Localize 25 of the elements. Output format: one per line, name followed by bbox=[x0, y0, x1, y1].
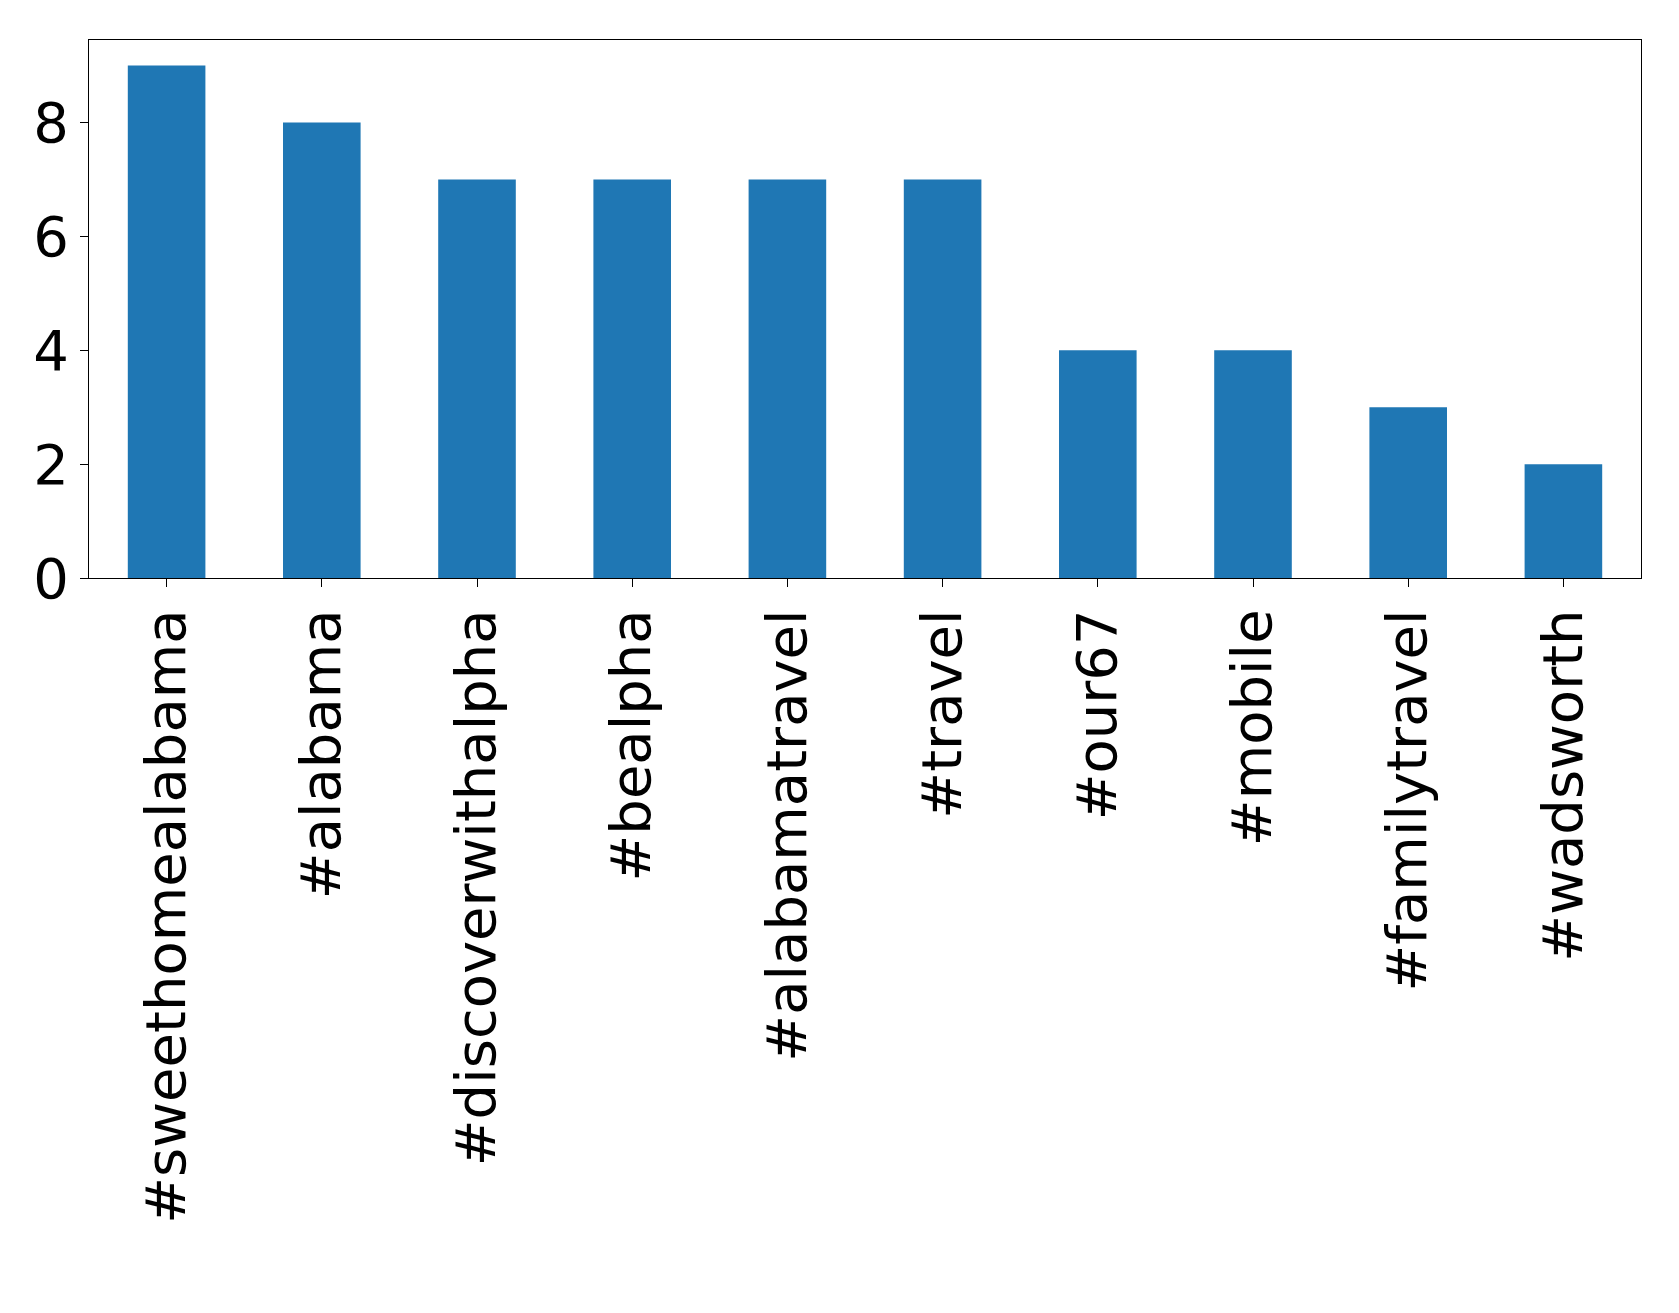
x-tick-label: #familytravel bbox=[1374, 609, 1440, 992]
x-tick-label: #wadsworth bbox=[1529, 609, 1595, 962]
y-tick-label: 6 bbox=[33, 204, 69, 270]
bar bbox=[1059, 350, 1137, 578]
bar bbox=[438, 179, 516, 578]
bar bbox=[593, 179, 671, 578]
y-tick-label: 8 bbox=[33, 90, 69, 156]
x-tick-label: #bealpha bbox=[598, 609, 664, 882]
x-tick-label: #mobile bbox=[1219, 609, 1285, 847]
x-tick-label: #alabamatravel bbox=[753, 609, 819, 1062]
x-tick-label: #discoverwithalpha bbox=[443, 609, 509, 1167]
bar bbox=[127, 65, 206, 578]
x-tick-label: #travel bbox=[908, 609, 974, 819]
x-tick-label: #sweethomealabama bbox=[132, 609, 198, 1224]
bar bbox=[1524, 464, 1603, 578]
x-tick-label: #alabama bbox=[288, 609, 353, 900]
x-tick-label: #our67 bbox=[1064, 609, 1129, 821]
bar bbox=[748, 179, 827, 578]
bar bbox=[283, 122, 361, 578]
y-tick-label: 0 bbox=[33, 545, 69, 611]
y-tick-label: 2 bbox=[33, 431, 69, 497]
bar bbox=[1214, 350, 1292, 578]
bar bbox=[903, 179, 982, 578]
y-tick-label: 4 bbox=[33, 317, 69, 383]
bar bbox=[1369, 407, 1447, 578]
